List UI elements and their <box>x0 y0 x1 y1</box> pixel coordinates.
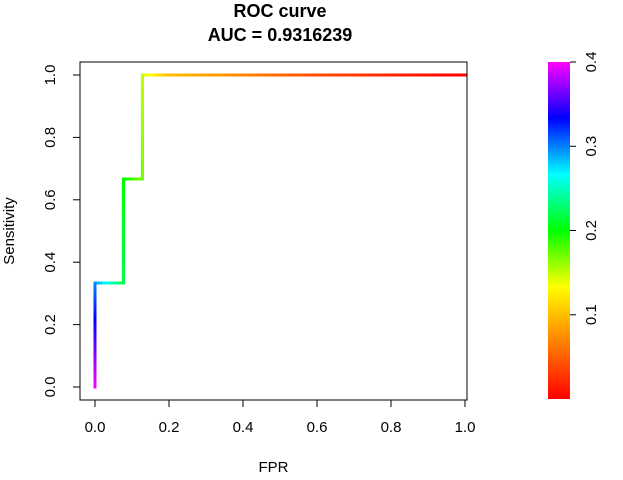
colorbar-tick-label: 0.3 <box>583 136 600 157</box>
colorbar: 0.1 0.2 0.3 0.4 <box>548 52 600 399</box>
colorbar-tick-label: 0.1 <box>583 304 600 325</box>
x-tick-label: 0.0 <box>85 419 106 436</box>
y-axis: 0.0 0.2 0.4 0.6 0.8 1.0 <box>42 65 80 398</box>
x-tick-label: 0.2 <box>159 419 180 436</box>
y-tick-label: 0.0 <box>42 377 59 398</box>
y-tick-label: 0.6 <box>42 189 59 210</box>
x-tick-label: 1.0 <box>455 419 476 436</box>
roc-curve <box>93 73 467 389</box>
x-tick-label: 0.8 <box>381 419 402 436</box>
colorbar-gradient <box>548 62 570 399</box>
x-axis: 0.0 0.2 0.4 0.6 0.8 1.0 <box>85 400 476 436</box>
x-tick-label: 0.6 <box>307 419 328 436</box>
plot-frame <box>79 61 468 401</box>
y-tick-label: 0.2 <box>42 314 59 335</box>
y-tick-label: 1.0 <box>42 65 59 86</box>
y-axis-label: Sensitivity <box>1 197 18 265</box>
colorbar-tick-label: 0.4 <box>583 52 600 73</box>
chart-subtitle: AUC = 0.9316239 <box>207 25 353 45</box>
y-tick-label: 0.4 <box>42 252 59 273</box>
x-tick-label: 0.4 <box>233 419 254 436</box>
x-axis-label: FPR <box>259 459 289 476</box>
y-tick-label: 0.8 <box>42 127 59 148</box>
colorbar-tick-label: 0.2 <box>583 220 600 241</box>
chart-title: ROC curve <box>233 1 327 21</box>
